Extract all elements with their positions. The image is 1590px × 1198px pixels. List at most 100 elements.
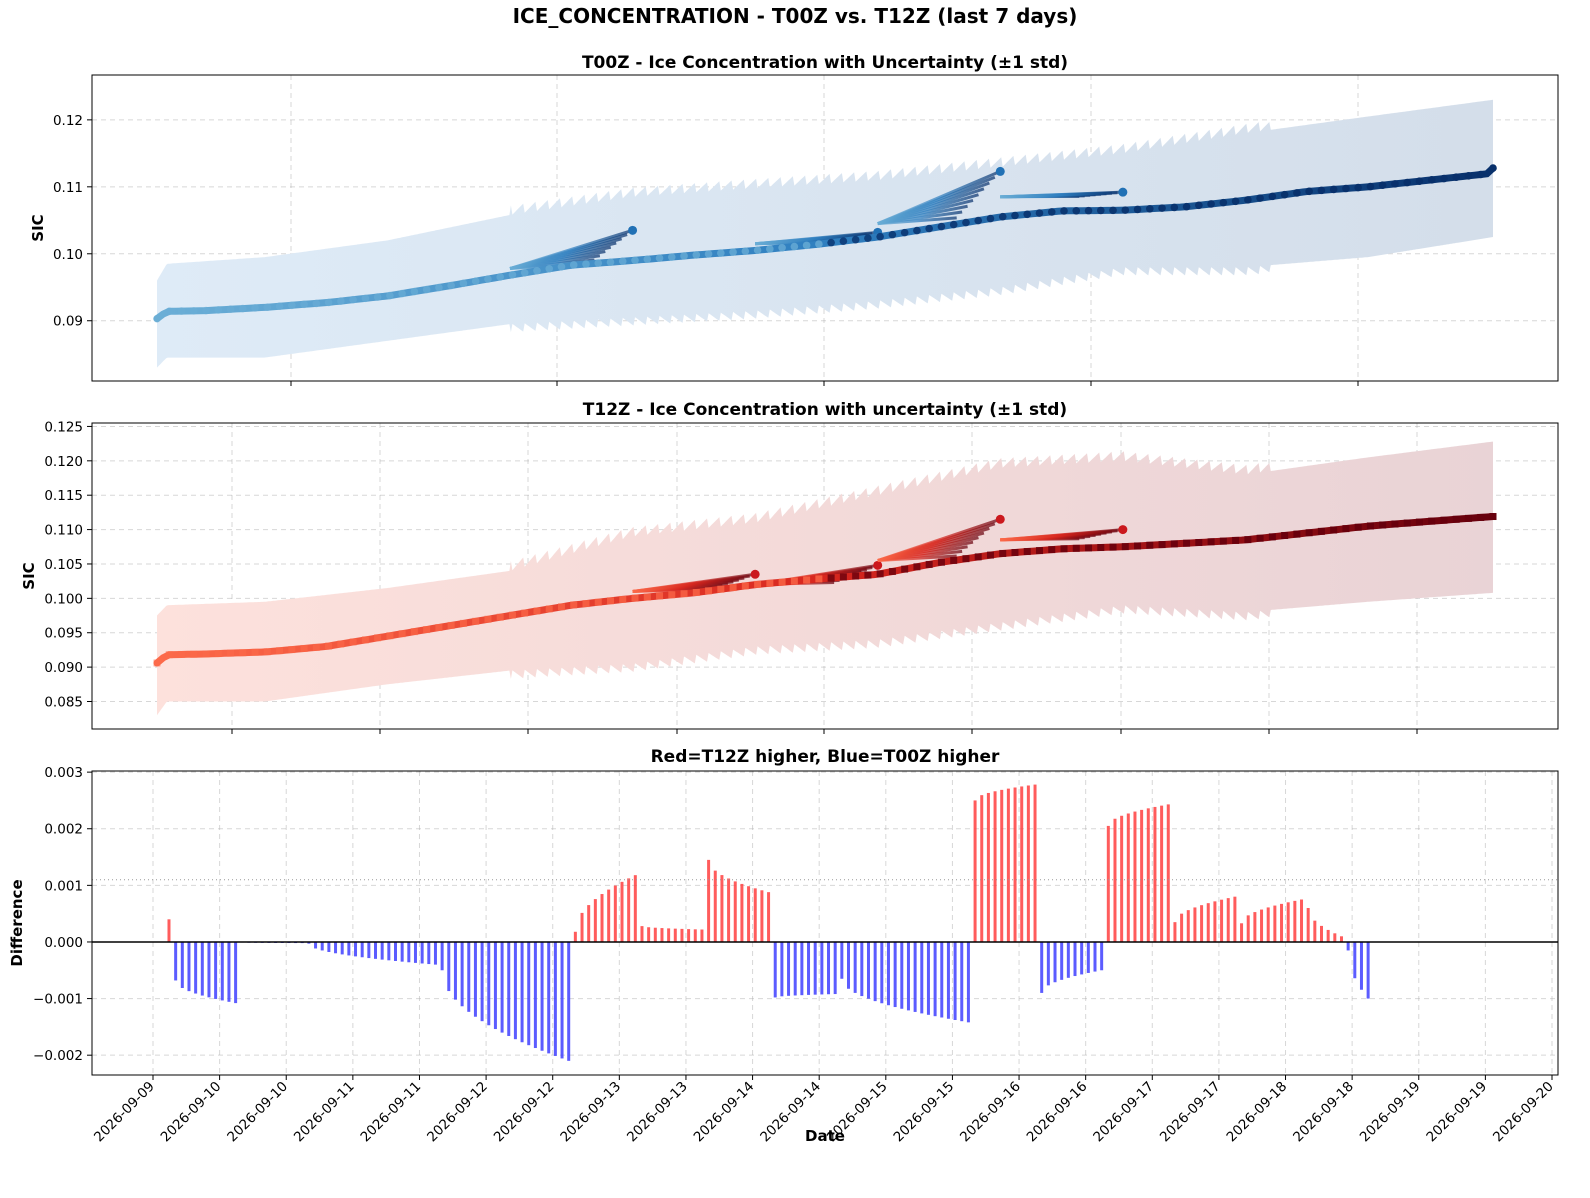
data-point [1232,536,1240,544]
difference-bar [187,941,191,992]
data-point [680,252,688,260]
data-point [251,304,259,312]
difference-bar [487,941,491,1026]
data-point [202,650,210,658]
xtick-label: 2026-09-19 [1357,1079,1424,1146]
data-point [803,576,811,584]
difference-bar [320,941,324,951]
data-point [484,615,492,623]
ytick-label: 0.10 [53,247,83,263]
data-point [398,289,406,298]
difference-bar [1346,941,1350,951]
data-point [165,307,174,316]
data-point [1195,539,1203,547]
difference-bar [360,941,364,958]
ytick-label: 0.001 [44,878,83,894]
data-point [1035,547,1043,555]
data-point [1354,183,1362,192]
data-point [901,565,909,573]
ytick-label: 0.11 [53,180,83,196]
data-point [1134,542,1142,550]
difference-bar [613,885,617,942]
difference-bar [946,941,950,1019]
difference-bar [733,881,737,942]
data-point [325,642,333,650]
difference-bar [620,881,624,942]
data-point [178,650,186,658]
difference-bar [1286,902,1290,942]
difference-bar [367,941,371,959]
difference-bar [1266,907,1270,942]
data-point [373,293,382,301]
difference-bar [827,941,831,995]
difference-bar [473,941,477,1017]
difference-bar [314,941,318,949]
difference-bar [1013,787,1017,942]
data-point [864,234,872,243]
axes-frame [91,422,1559,730]
data-point [1121,206,1130,214]
data-point [263,303,272,311]
data-point [423,626,431,634]
forecast-fan-line [1000,190,1123,199]
data-point [1280,190,1289,199]
difference-bar [807,941,811,995]
data-point [766,245,774,253]
difference-bar [820,941,824,995]
difference-bar [607,889,611,942]
difference-bar [840,941,844,979]
data-point [1060,207,1068,215]
difference-bar [400,941,404,962]
xtick-label: 2026-09-19 [1423,1079,1490,1146]
data-point [1342,525,1350,533]
difference-bar [1206,903,1210,942]
difference-bar [933,941,937,1017]
data-point [619,595,627,603]
difference-bar [194,941,198,994]
data-point [226,305,235,314]
data-point [1476,170,1485,179]
forecast-fan-line [1000,528,1123,542]
ytick-label: 0.003 [44,765,83,781]
panel-title: T12Z - Ice Concentration with uncertaint… [583,400,1067,420]
difference-bar [507,941,511,1036]
data-point [827,574,835,582]
data-point [312,299,321,308]
xtick-label: 2026-09-09 [91,1079,158,1146]
data-point [606,258,615,266]
xtick-label: 2026-09-14 [691,1079,758,1146]
data-point [974,553,982,561]
data-point [1452,173,1461,181]
data-point [1415,518,1423,526]
data-point [1072,206,1081,215]
difference-bar [973,800,977,942]
difference-bar [467,941,471,1012]
data-point [851,235,860,244]
difference-bar [540,941,544,1051]
forecast-fan-line [632,572,756,593]
data-point [729,584,737,592]
difference-bar [1126,813,1130,942]
data-point [1085,544,1093,552]
data-point [349,638,357,646]
difference-bar [1220,899,1224,942]
data-point [1391,180,1399,188]
data-point [1133,205,1142,214]
difference-bar [1166,804,1170,942]
data-point [1207,538,1215,546]
difference-bar [886,941,890,1006]
data-point [1072,544,1080,552]
data-point [950,556,958,564]
difference-bar [174,941,178,981]
fan-end-marker [750,569,760,579]
data-point [815,240,823,248]
data-point [962,555,970,563]
difference-bar [980,795,984,942]
ytick-label: 0.110 [44,523,83,539]
data-point [1427,176,1436,184]
difference-bar [1120,815,1124,942]
data-point [705,587,713,595]
xtick-label: 2026-09-16 [957,1079,1024,1146]
difference-bar [1359,941,1363,990]
difference-bar [920,941,924,1014]
